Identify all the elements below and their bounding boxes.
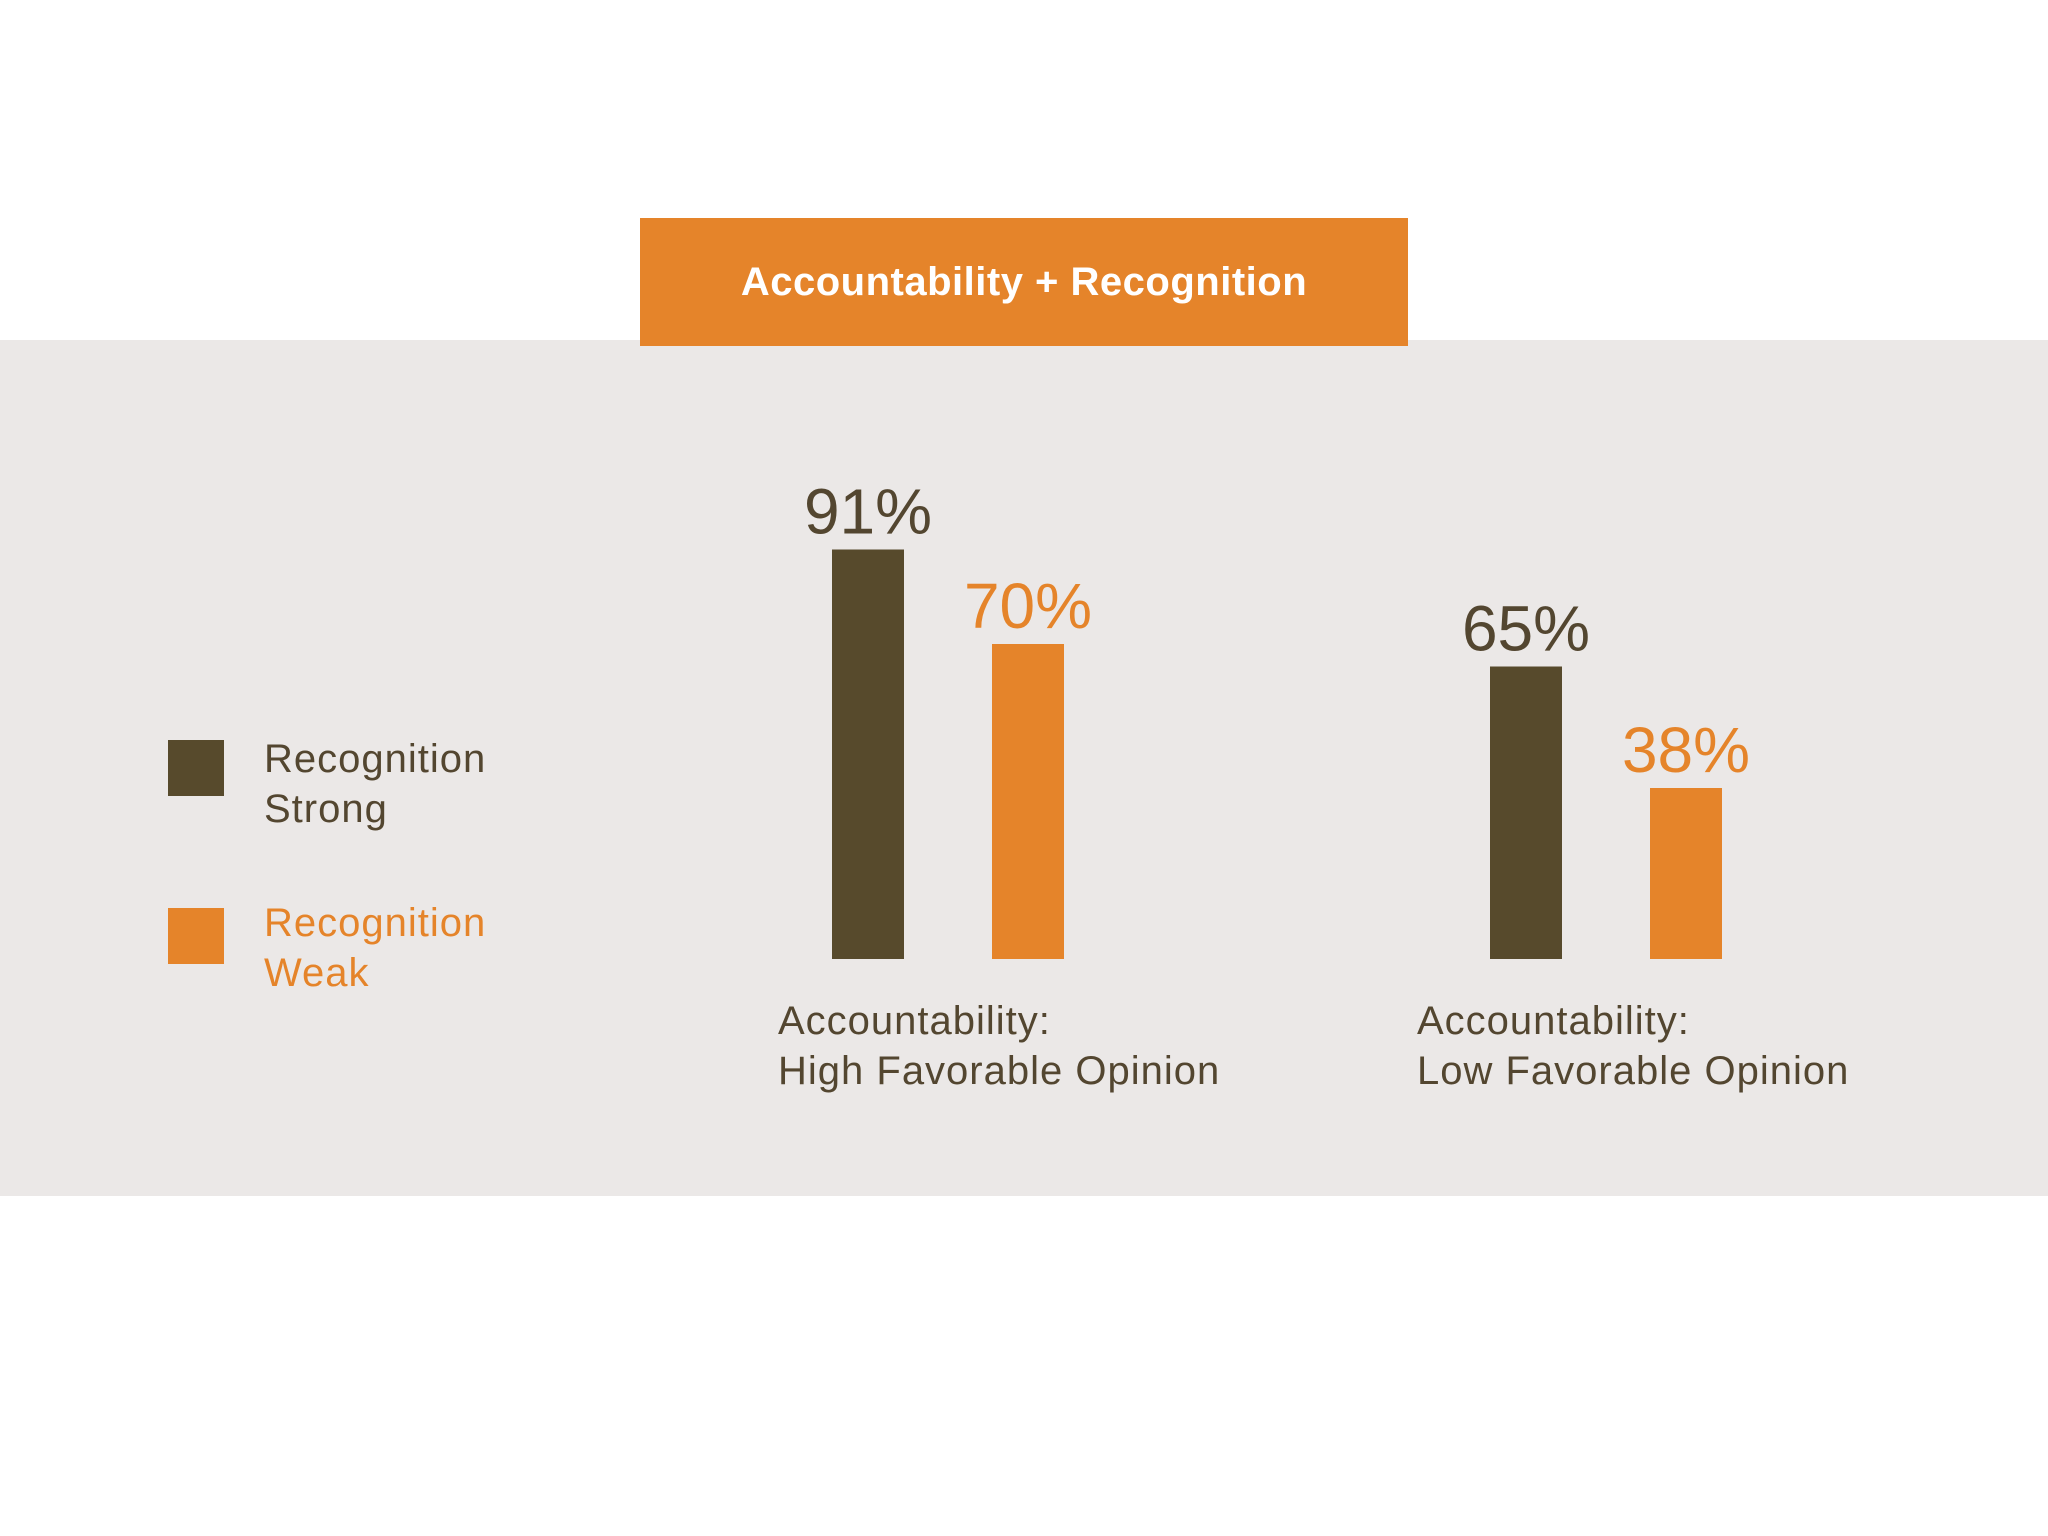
- legend-label-weak: Recognition Weak: [264, 898, 584, 998]
- bar-low-weak: [1650, 788, 1722, 959]
- legend-label-weak-line2: Weak: [264, 951, 370, 995]
- legend-label-strong-line1: Recognition: [264, 737, 487, 781]
- data-label-high-weak: 70%: [964, 570, 1092, 642]
- legend-label-weak-line1: Recognition: [264, 901, 487, 945]
- category-label-high-line2: High Favorable Opinion: [778, 1049, 1221, 1093]
- category-label-high: Accountability: High Favorable Opinion: [778, 996, 1220, 1096]
- data-label-low-weak: 38%: [1622, 714, 1750, 786]
- category-label-low: Accountability: Low Favorable Opinion: [1417, 996, 1849, 1096]
- legend-swatch-strong: [168, 740, 224, 796]
- category-label-high-line1: Accountability:: [778, 999, 1051, 1043]
- category-label-low-line2: Low Favorable Opinion: [1417, 1049, 1850, 1093]
- chart-title: Accountability + Recognition: [740, 259, 1308, 304]
- legend-swatch-weak: [168, 908, 224, 964]
- category-label-low-line1: Accountability:: [1417, 999, 1690, 1043]
- bar-low-strong: [1490, 666, 1562, 959]
- legend-label-strong: Recognition Strong: [264, 734, 584, 834]
- data-label-low-strong: 65%: [1462, 593, 1590, 665]
- legend-label-strong-line2: Strong: [264, 787, 388, 831]
- bar-high-weak: [992, 644, 1064, 959]
- data-label-high-strong: 91%: [804, 476, 932, 548]
- chart-title-banner: Accountability + Recognition: [640, 218, 1408, 346]
- bar-high-strong: [832, 549, 904, 959]
